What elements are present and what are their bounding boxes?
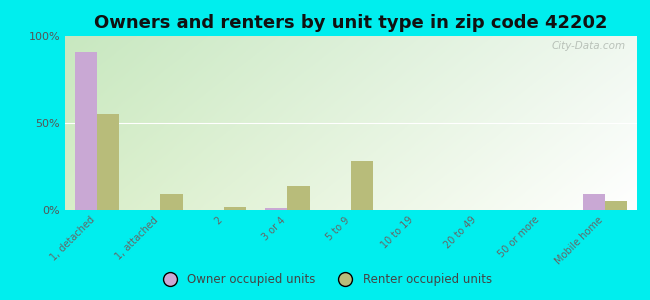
Bar: [605, 201, 627, 210]
Bar: [265, 208, 287, 210]
Bar: [351, 161, 373, 210]
Bar: [224, 206, 246, 210]
Text: City-Data.com: City-Data.com: [551, 41, 625, 51]
Bar: [75, 52, 97, 210]
Title: Owners and renters by unit type in zip code 42202: Owners and renters by unit type in zip c…: [94, 14, 608, 32]
Bar: [161, 194, 183, 210]
Legend: Owner occupied units, Renter occupied units: Owner occupied units, Renter occupied un…: [153, 269, 497, 291]
Bar: [287, 186, 309, 210]
Bar: [583, 194, 605, 210]
Bar: [97, 114, 119, 210]
